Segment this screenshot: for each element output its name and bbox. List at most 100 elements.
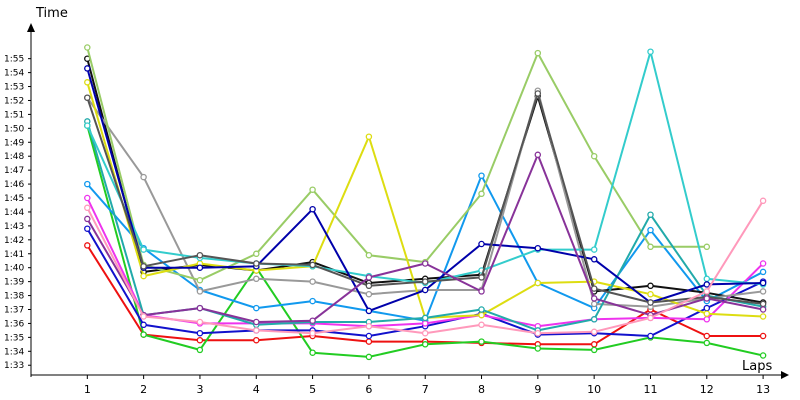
y-tick-label: 1:33 (4, 361, 24, 371)
series-line (86, 47, 707, 282)
data-point (84, 79, 91, 86)
data-point (590, 152, 598, 160)
data-point (478, 311, 485, 319)
data-point (253, 275, 260, 283)
y-tick-label: 1:40 (4, 264, 24, 274)
data-point (365, 274, 373, 281)
y-tick-label: 1:38 (4, 292, 24, 302)
y-tick-label: 1:45 (4, 194, 24, 204)
data-point (365, 322, 373, 330)
data-point (196, 276, 204, 284)
x-tick-label: 4 (253, 383, 260, 396)
data-point (647, 48, 654, 55)
data-point (478, 338, 485, 345)
data-point (703, 339, 711, 347)
data-point (534, 244, 542, 252)
y-axis-title: Time (35, 6, 68, 21)
data-point (478, 190, 485, 198)
data-point (140, 313, 147, 320)
y-tick-label: 1:35 (4, 333, 24, 343)
series-13 (84, 90, 767, 308)
data-point (253, 260, 260, 267)
y-tick-label: 1:53 (4, 83, 24, 93)
y-tick-label: 1:41 (4, 250, 24, 260)
data-point (478, 172, 485, 179)
data-point (534, 90, 542, 97)
y-tick-label: 1:47 (4, 166, 24, 176)
data-point (703, 281, 711, 288)
data-point (365, 133, 373, 140)
data-point (703, 304, 711, 312)
data-point (759, 300, 767, 308)
y-tick-label: 1:34 (4, 347, 24, 357)
series-line (86, 92, 764, 305)
data-point (365, 282, 373, 290)
data-point (590, 246, 598, 253)
data-point (759, 260, 767, 267)
data-point (478, 321, 485, 329)
data-point (647, 299, 654, 306)
y-tick-label: 1:39 (4, 278, 24, 288)
y-tick-label: 1:52 (4, 96, 24, 106)
data-point (590, 295, 598, 302)
data-point (759, 313, 767, 320)
y-axis-arrow (27, 23, 35, 32)
x-tick-label: 1 (84, 383, 91, 396)
data-point (421, 286, 429, 294)
data-point (703, 316, 711, 323)
data-point (421, 260, 429, 267)
data-point (421, 341, 429, 348)
y-tick-label: 1:37 (4, 306, 24, 316)
data-point (421, 314, 429, 322)
data-point (534, 49, 542, 57)
data-point (365, 353, 373, 361)
data-point (196, 264, 204, 271)
data-point (253, 250, 260, 258)
data-point (478, 288, 485, 295)
data-point (647, 226, 654, 234)
data-point (478, 306, 485, 313)
x-axis-title: Laps (742, 359, 772, 374)
data-point (140, 331, 147, 338)
data-point (703, 288, 711, 295)
x-tick-label: 7 (422, 383, 429, 396)
data-point (84, 225, 91, 232)
y-tick-label: 1:49 (4, 138, 24, 148)
data-point (421, 320, 429, 327)
data-point (253, 318, 260, 326)
y-tick-label: 1:48 (4, 152, 24, 162)
y-tick-label: 1:46 (4, 180, 24, 190)
data-point (253, 304, 260, 312)
data-point (421, 329, 429, 337)
data-point (84, 204, 91, 212)
data-point (703, 332, 711, 340)
data-point (84, 44, 91, 51)
data-point (703, 310, 711, 317)
series-line (86, 89, 764, 308)
x-tick-label: 11 (643, 383, 657, 396)
y-tick-label: 1:54 (4, 69, 24, 79)
x-tick-label: 2 (140, 383, 147, 396)
data-point (590, 300, 598, 308)
data-point (309, 261, 316, 269)
data-point (590, 328, 598, 336)
data-point (647, 211, 654, 218)
data-point (196, 346, 204, 354)
data-point (309, 349, 316, 356)
data-point (253, 327, 260, 334)
x-tick-label: 3 (196, 383, 203, 396)
data-point (365, 290, 373, 298)
data-point (590, 346, 598, 354)
data-point (196, 318, 204, 326)
data-point (84, 215, 91, 223)
x-tick-label: 9 (534, 383, 541, 396)
data-point (84, 180, 91, 188)
data-point (365, 251, 373, 259)
y-tick-label: 1:44 (4, 208, 24, 218)
data-point (703, 295, 711, 302)
data-point (196, 288, 204, 295)
data-point (196, 336, 204, 344)
data-point (140, 321, 147, 329)
data-point (84, 65, 91, 72)
